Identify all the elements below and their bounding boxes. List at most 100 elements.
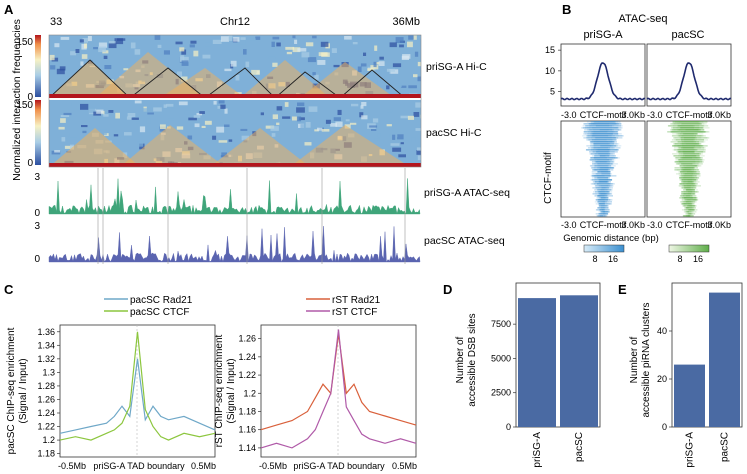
c2-ytick-6: 1.14 [238,443,256,453]
legend-rst-rad21: rST Rad21 [332,295,381,306]
bar-plot-frame-e [671,282,743,428]
heatmap-pacsc [667,121,710,217]
e-ytick-2: 40 [657,326,667,336]
d-ytick-3: 7500 [491,319,511,329]
heat2-xtick-left: -3.0 [647,220,663,230]
heatmap-prisga [581,121,624,217]
profile1-xtick-right: 3.0Kb [621,110,645,120]
c1-ytick-3: 1.3 [42,367,55,377]
atac1-scale-max: 3 [34,172,40,183]
panel-a-ylabel: Normalized interaction frequencies [11,19,23,181]
c1-ytick-0: 1.36 [37,327,55,337]
panel-e-letter: E [618,282,627,297]
hic1-scale-max: 150 [16,37,33,48]
panel-a: A 33 Chr12 36Mb Normalized interaction f… [4,2,510,265]
heat1-xtick-center: CTCF-motif [580,220,627,230]
c2-xtick-center: priSG-A TAD boundary [293,461,385,471]
series-pacsc-ctcf [59,331,216,441]
panel-a-letter: A [4,2,14,17]
d-ytick-1: 2500 [491,388,511,398]
profile-line-prisga [560,62,646,101]
series-rst-rad21 [260,334,417,431]
d-ytick-2: 5000 [491,353,511,363]
chipseq-plot-frame-rst [260,324,417,458]
legend-rst-ctcf: rST CTCF [332,307,377,318]
bar-plot-frame-d [515,282,601,428]
d-category-prisg-a: priSG-A [532,432,543,468]
c2-xtick-left: -0.5Mb [259,461,287,471]
atac1-scale-min: 0 [34,208,40,219]
heat1-xtick-left: -3.0 [561,220,577,230]
hic-colorbar-2 [35,100,41,165]
e-ytick-1: 20 [657,374,667,384]
cb1-tick-8: 8 [592,254,597,264]
hic2-scale-min: 0 [27,158,33,169]
c1-xtick-center: priSG-A TAD boundary [93,461,185,471]
c2-ytick-3: 1.2 [243,388,256,398]
hic2-label: pacSC Hi-C [426,127,482,139]
c2-ytick-0: 1.26 [238,334,256,344]
c1-xtick-left: -0.5Mb [58,461,86,471]
hic-map-prisga [49,35,421,98]
heat2-xtick-center: CTCF-motif [666,220,713,230]
c2-ytick-5: 1.16 [238,425,256,435]
profile-yticks: 15 10 5 [545,45,561,97]
e-category-pacsc: pacSC [720,432,731,462]
e-ytick-0: 0 [662,422,667,432]
panel-d: D Number of accessible DSB sites 0 2500 50… [443,282,601,468]
c1-ytick-8: 1.2 [42,435,55,445]
chrom-label: Chr12 [220,16,250,28]
panel-b-title: ATAC-seq [618,13,667,25]
c1-ytick-1: 1.34 [37,340,55,350]
chipseq-plot-frame-pacsc [59,324,216,458]
profile-line-pacsc [646,62,732,101]
c2-ytick-2: 1.22 [238,370,256,380]
e-bar-prisg-a [674,364,705,427]
c2-xtick-right: 0.5Mb [392,461,417,471]
chipseq-ylabel-pacsc-1: pacSC ChIP-seq enrichment [6,327,17,454]
panel-d-letter: D [443,282,452,297]
profile2-xtick-center: CTCF-motif [666,110,713,120]
hic-map-pacsc [49,100,421,167]
bar-ylabel-e-1: Number of [629,336,640,383]
c1-ytick-7: 1.22 [37,422,55,432]
d-bar-prisg-a [518,298,556,427]
panel-c: C pacSC ChIP-seq enrichment (Signal / In… [4,282,417,471]
chipseq-ylabel-pacsc-2: (Signal / Input) [18,358,29,423]
atac2-scale-max: 3 [34,221,40,232]
sample-name-prisga: priSG-A [583,29,623,41]
panel-b-letter: B [562,2,571,17]
series-rst-ctcf [260,329,417,449]
d-category-pacsc: pacSC [574,432,585,462]
profile1-xtick-left: -3.0 [561,110,577,120]
bar-ylabel-e-2: accessible piRNA clusters [641,302,652,417]
c2-ytick-1: 1.24 [238,352,256,362]
d-ytick-0: 0 [506,422,511,432]
c1-ytick-4: 1.28 [37,381,55,391]
atac1-label: priSG-A ATAC-seq [424,187,510,199]
profile-ytick-1: 10 [545,66,555,76]
coord-end: 36Mb [392,16,420,28]
coord-start: 33 [50,16,62,28]
c1-xtick-right: 0.5Mb [191,461,216,471]
e-bar-pacsc [709,292,740,427]
tad-boundary-lines [97,168,406,264]
cb2-tick-16: 16 [693,254,703,264]
c2-ytick-4: 1.18 [238,406,256,416]
atac-track-prisga [48,178,421,215]
series-pacsc-rad21 [59,358,216,434]
cb2-tick-8: 8 [677,254,682,264]
heatmap-ylabel: CTCF-motif [543,152,554,204]
chipseq-ylabel-rst-1: rST ChIP-seq enrichment [214,334,225,447]
profile1-xtick-center: CTCF-motif [580,110,627,120]
c1-ytick-9: 1.18 [37,449,55,459]
bar-ylabel-d-2: accessible DSB sites [467,313,478,406]
colorbar-pacsc [668,244,710,253]
heatmap-frame-prisga [560,120,646,218]
profile2-xtick-left: -3.0 [647,110,663,120]
panel-e: E Number of accessible piRNA clusters 0 2… [618,282,743,468]
heatmap-frame-pacsc [646,120,732,218]
e-category-prisg-a: priSG-A [685,432,696,468]
profile-ytick-0: 15 [545,45,555,55]
